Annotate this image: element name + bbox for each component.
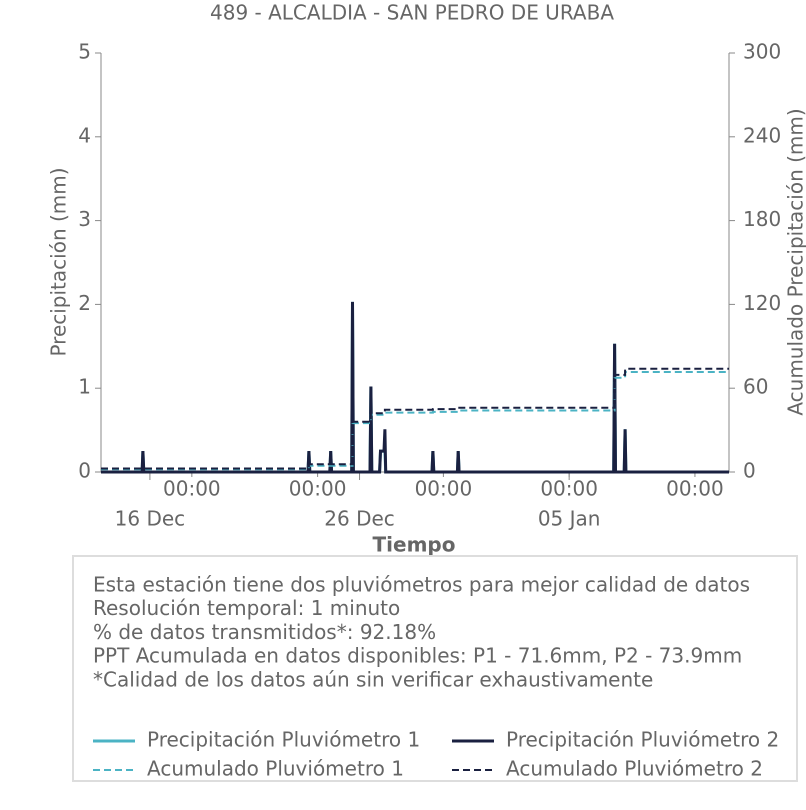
y2-tick-label: 60 [743,375,768,399]
x-tick-label: 00:00 [415,477,473,501]
x-axis-label: Tiempo [373,533,456,557]
legend-label: Precipitación Pluviómetro 1 [147,728,420,752]
note: PPT Acumulada en datos disponibles: P1 -… [93,644,742,668]
x-tick-label: 00:00 [289,477,347,501]
y2-tick-label: 240 [743,123,781,147]
y2-tick-label: 180 [743,207,781,231]
x-tick-label: 00:00 [666,477,724,501]
y2-tick-label: 300 [743,40,781,64]
y-tick-label: 3 [78,207,91,231]
x-major-tick-label: 05 Jan [538,507,601,531]
precip-line [101,302,729,472]
legend-label: Acumulado Pluviómetro 2 [506,757,763,781]
y2-axis-label: Acumulado Precipitación (mm) [784,108,806,415]
y-axis-label: Precipitación (mm) [47,167,71,356]
note: % de datos transmitidos*: 92.18% [93,620,436,644]
cumulative-line [101,369,729,469]
y-tick-label: 4 [78,123,91,147]
legend-label: Precipitación Pluviómetro 2 [506,728,779,752]
x-tick-label: 00:00 [540,477,598,501]
y2-tick-label: 120 [743,291,781,315]
x-tick-label: 00:00 [163,477,221,501]
y-tick-label: 0 [78,459,91,483]
y-tick-label: 1 [78,375,91,399]
y-tick-label: 2 [78,291,91,315]
x-major-tick-label: 26 Dec [324,507,395,531]
note: Esta estación tiene dos pluviómetros par… [93,573,750,597]
note: Resolución temporal: 1 minuto [93,596,400,620]
y-tick-label: 5 [78,40,91,64]
y2-tick-label: 0 [743,459,756,483]
legend-label: Acumulado Pluviómetro 1 [147,757,404,781]
note: *Calidad de los datos aún sin verificar … [93,667,653,691]
chart-title: 489 - ALCALDIA - SAN PEDRO DE URABA [210,1,614,25]
precip-line [101,302,729,472]
x-major-tick-label: 16 Dec [115,507,186,531]
cumulative-line [101,372,729,469]
